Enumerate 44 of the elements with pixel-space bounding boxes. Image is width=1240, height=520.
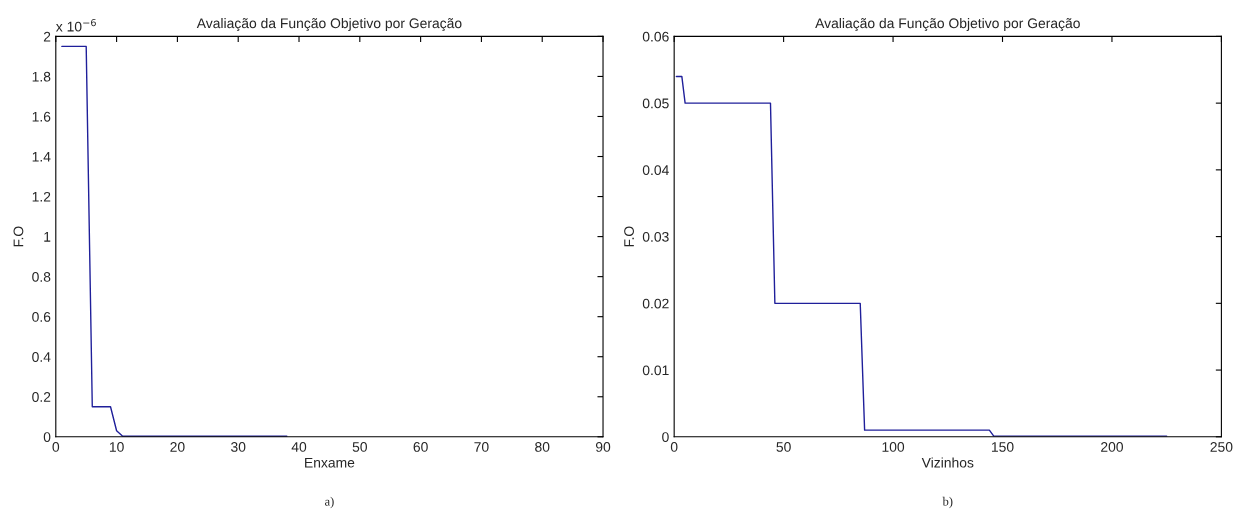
y-tick-label: 0 bbox=[662, 432, 669, 442]
x-tick-label: 30 bbox=[231, 442, 246, 452]
x-tick-label: 90 bbox=[595, 442, 611, 452]
x-tick-label: 80 bbox=[535, 442, 550, 452]
text: a) bbox=[325, 496, 334, 509]
y-tick-label: 1.8 bbox=[32, 71, 51, 82]
x-tick-label: 0 bbox=[670, 442, 678, 452]
y-tick-label: 0.05 bbox=[642, 98, 669, 109]
text: x 10$^{−6}$ bbox=[55, 18, 96, 32]
y-tick-label: 1.2 bbox=[32, 191, 51, 202]
y-tick-label: 0.06 bbox=[642, 31, 669, 42]
x-tick-label: 50 bbox=[776, 442, 791, 452]
line-series bbox=[675, 75, 1168, 437]
x-axis-title: Enxame bbox=[305, 457, 355, 468]
y-tick-label: 2 bbox=[43, 31, 51, 42]
y-tick-label: 0.04 bbox=[642, 165, 669, 176]
chart-title: Avaliação da Função Objetivo por Geração bbox=[815, 18, 1080, 32]
x-tick-label: 10 bbox=[109, 442, 124, 452]
x-tick-label: 0 bbox=[52, 442, 60, 452]
y-tick-label: 0.4 bbox=[32, 352, 51, 362]
x-tick-label: 50 bbox=[352, 442, 367, 452]
y-tick-label: 0 bbox=[43, 432, 51, 442]
x-tick-label: 200 bbox=[1101, 442, 1123, 452]
x-tick-label: 60 bbox=[413, 442, 428, 452]
x-tick-label: 70 bbox=[474, 442, 489, 452]
chart-title: Avaliação da Função Objetivo por Geração bbox=[196, 18, 462, 32]
text: b) bbox=[942, 496, 953, 509]
y-axis-title: F.O bbox=[13, 226, 24, 247]
x-tick-label: 20 bbox=[170, 442, 185, 452]
y-axis-title: F.O bbox=[624, 226, 634, 247]
x-tick-label: 40 bbox=[291, 442, 307, 452]
y-tick-label: 0.01 bbox=[642, 365, 669, 376]
x-tick-label: 150 bbox=[991, 442, 1014, 452]
y-tick-label: 0.8 bbox=[32, 271, 51, 282]
y-tick-label: 0.02 bbox=[642, 298, 669, 309]
x-tick-label: 100 bbox=[882, 442, 905, 452]
y-tick-label: 1.6 bbox=[32, 111, 51, 122]
y-tick-label: 0.03 bbox=[642, 231, 669, 242]
y-tick-label: 0.6 bbox=[32, 312, 51, 322]
y-tick-label: 1 bbox=[44, 232, 51, 242]
x-axis-title: Vizinhos bbox=[921, 457, 974, 468]
y-tick-label: 1.4 bbox=[32, 152, 51, 162]
x-tick-label: 250 bbox=[1210, 442, 1233, 452]
y-tick-label: 0.2 bbox=[32, 392, 51, 402]
